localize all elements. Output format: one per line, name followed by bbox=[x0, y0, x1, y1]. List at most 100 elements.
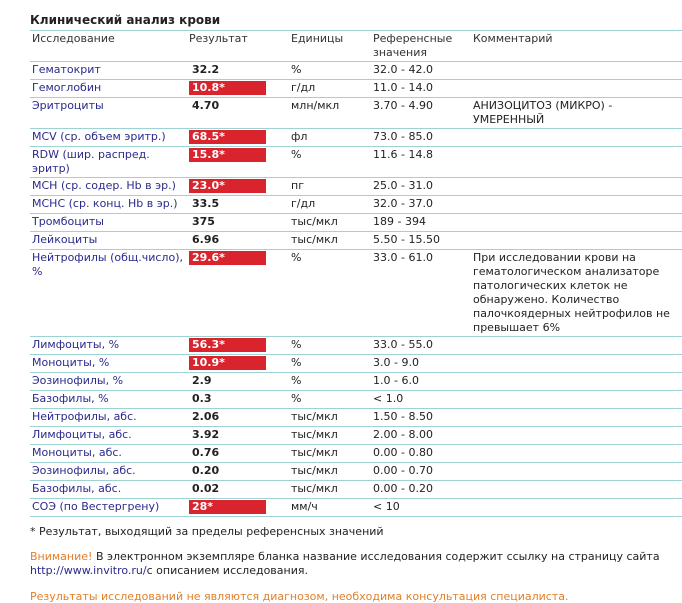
reference-range: 0.00 - 0.70 bbox=[371, 462, 471, 481]
result-cell: 10.9* bbox=[187, 354, 289, 373]
result-cell: 68.5* bbox=[187, 128, 289, 147]
reference-range: 32.0 - 42.0 bbox=[371, 61, 471, 80]
result-cell: 15.8* bbox=[187, 146, 289, 178]
result-value: 3.92 bbox=[192, 428, 220, 441]
result-cell: 32.2 bbox=[187, 61, 289, 80]
test-name-link[interactable]: Гематокрит bbox=[30, 61, 187, 80]
comment bbox=[471, 128, 682, 147]
table-row: Эритроциты 4.70 млн/мкл 3.70 - 4.90 АНИЗ… bbox=[30, 97, 682, 129]
result-cell: 56.3* bbox=[187, 336, 289, 355]
comment bbox=[471, 177, 682, 196]
reference-range: 33.0 - 61.0 bbox=[371, 249, 471, 337]
test-name-link[interactable]: Эозинофилы, абс. bbox=[30, 462, 187, 481]
table-row: Тромбоциты 375 тыс/мкл 189 - 394 bbox=[30, 213, 682, 232]
test-name-link[interactable]: Лимфоциты, % bbox=[30, 336, 187, 355]
reference-range: 33.0 - 55.0 bbox=[371, 336, 471, 355]
units: тыс/мкл bbox=[289, 231, 371, 250]
header-units: Единицы bbox=[289, 30, 371, 62]
units: пг bbox=[289, 177, 371, 196]
header-comment: Комментарий bbox=[471, 30, 682, 62]
test-name-link[interactable]: СОЭ (по Вестергрену) bbox=[30, 498, 187, 517]
comment bbox=[471, 354, 682, 373]
reference-range: 5.50 - 15.50 bbox=[371, 231, 471, 250]
table-row: MCH (ср. содер. Hb в эр.) 23.0* пг 25.0 … bbox=[30, 177, 682, 196]
header-result: Результат bbox=[187, 30, 289, 62]
result-cell: 6.96 bbox=[187, 231, 289, 250]
result-cell: 28* bbox=[187, 498, 289, 517]
result-cell: 0.76 bbox=[187, 444, 289, 463]
comment bbox=[471, 408, 682, 427]
reference-range: < 10 bbox=[371, 498, 471, 517]
test-name-link[interactable]: Эозинофилы, % bbox=[30, 372, 187, 391]
warning-text-2: с описанием исследования. bbox=[146, 564, 308, 577]
result-value: 23.0* bbox=[189, 179, 266, 193]
result-value: 32.2 bbox=[192, 63, 220, 76]
result-value: 33.5 bbox=[192, 197, 220, 210]
table-row: Моноциты, абс. 0.76 тыс/мкл 0.00 - 0.80 bbox=[30, 444, 682, 463]
result-cell: 29.6* bbox=[187, 249, 289, 337]
table-row: Лейкоциты 6.96 тыс/мкл 5.50 - 15.50 bbox=[30, 231, 682, 250]
comment bbox=[471, 146, 682, 178]
test-name-link[interactable]: Гемоглобин bbox=[30, 79, 187, 98]
test-name-link[interactable]: Базофилы, % bbox=[30, 390, 187, 409]
result-cell: 2.9 bbox=[187, 372, 289, 391]
test-name-link[interactable]: Лимфоциты, абс. bbox=[30, 426, 187, 445]
result-value: 2.06 bbox=[192, 410, 220, 423]
test-name-link[interactable]: MCV (ср. объем эритр.) bbox=[30, 128, 187, 147]
test-name-link[interactable]: Базофилы, абс. bbox=[30, 480, 187, 499]
result-cell: 3.92 bbox=[187, 426, 289, 445]
comment: При исследовании крови на гематологическ… bbox=[471, 249, 682, 337]
test-name-link[interactable]: RDW (шир. распред. эритр) bbox=[30, 146, 187, 178]
test-name-link[interactable]: MCH (ср. содер. Hb в эр.) bbox=[30, 177, 187, 196]
table-row: Моноциты, % 10.9* % 3.0 - 9.0 bbox=[30, 354, 682, 373]
table-row: Нейтрофилы, абс. 2.06 тыс/мкл 1.50 - 8.5… bbox=[30, 408, 682, 427]
section-title: Клинический анализ крови bbox=[30, 13, 221, 27]
units: мм/ч bbox=[289, 498, 371, 517]
result-value: 0.76 bbox=[192, 446, 220, 459]
comment bbox=[471, 336, 682, 355]
test-name-link[interactable]: Лейкоциты bbox=[30, 231, 187, 250]
test-name-link[interactable]: Нейтрофилы, абс. bbox=[30, 408, 187, 427]
test-name-link[interactable]: Тромбоциты bbox=[30, 213, 187, 232]
comment bbox=[471, 426, 682, 445]
table-row: Базофилы, абс. 0.02 тыс/мкл 0.00 - 0.20 bbox=[30, 480, 682, 499]
reference-range: 1.50 - 8.50 bbox=[371, 408, 471, 427]
result-value: 0.20 bbox=[192, 464, 220, 477]
result-cell: 2.06 bbox=[187, 408, 289, 427]
test-name-link[interactable]: Нейтрофилы (общ.число), % bbox=[30, 249, 187, 337]
comment bbox=[471, 61, 682, 80]
result-value: 10.8* bbox=[189, 81, 266, 95]
test-name-link[interactable]: MCHC (ср. конц. Hb в эр.) bbox=[30, 195, 187, 214]
units: фл bbox=[289, 128, 371, 147]
result-value: 68.5* bbox=[189, 130, 266, 144]
test-name-link[interactable]: Моноциты, абс. bbox=[30, 444, 187, 463]
result-cell: 0.3 bbox=[187, 390, 289, 409]
table-row: Эозинофилы, абс. 0.20 тыс/мкл 0.00 - 0.7… bbox=[30, 462, 682, 481]
table-row: Лимфоциты, абс. 3.92 тыс/мкл 2.00 - 8.00 bbox=[30, 426, 682, 445]
table-row: RDW (шир. распред. эритр) 15.8* % 11.6 -… bbox=[30, 146, 682, 178]
result-cell: 10.8* bbox=[187, 79, 289, 98]
test-name-link[interactable]: Моноциты, % bbox=[30, 354, 187, 373]
reference-range: 1.0 - 6.0 bbox=[371, 372, 471, 391]
comment bbox=[471, 79, 682, 98]
comment bbox=[471, 195, 682, 214]
test-name-link[interactable]: Эритроциты bbox=[30, 97, 187, 129]
result-value: 0.02 bbox=[192, 482, 220, 495]
result-cell: 375 bbox=[187, 213, 289, 232]
result-cell: 0.20 bbox=[187, 462, 289, 481]
comment bbox=[471, 444, 682, 463]
reference-range: 11.6 - 14.8 bbox=[371, 146, 471, 178]
reference-range: 0.00 - 0.80 bbox=[371, 444, 471, 463]
reference-range: 189 - 394 bbox=[371, 213, 471, 232]
units: % bbox=[289, 390, 371, 409]
warning-text: В электронном экземпляре бланка название… bbox=[92, 550, 660, 563]
units: % bbox=[289, 354, 371, 373]
report: Клинический анализ крови Исследование Ре… bbox=[30, 10, 682, 603]
units: % bbox=[289, 336, 371, 355]
warning: Внимание! В электронном экземпляре бланк… bbox=[30, 550, 682, 578]
comment bbox=[471, 213, 682, 232]
disclaimer: Результаты исследований не являются диаг… bbox=[30, 590, 569, 603]
table-row: Эозинофилы, % 2.9 % 1.0 - 6.0 bbox=[30, 372, 682, 391]
site-link[interactable]: http://www.invitro.ru/ bbox=[30, 564, 147, 577]
table-row: Нейтрофилы (общ.число), % 29.6* % 33.0 -… bbox=[30, 249, 682, 337]
